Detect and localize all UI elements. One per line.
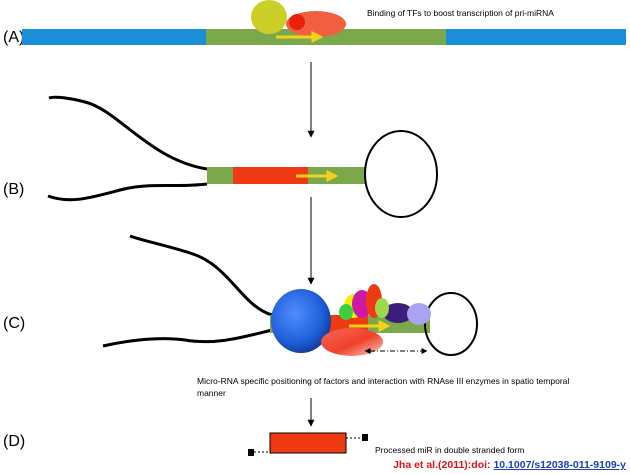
- dna-left-segment: [22, 29, 206, 45]
- panel-c-caption-line1: Micro-RNA specific positioning of factor…: [197, 376, 569, 386]
- panel-d-label: (D): [3, 433, 25, 450]
- processed-mirna-duplex: [269, 432, 347, 454]
- stem-green-left-b: [207, 167, 233, 184]
- panel-a-caption: Binding of TFs to boost transcription of…: [367, 8, 554, 18]
- panel-c-caption-line2: manner: [197, 388, 226, 398]
- panel-a-label: (A): [3, 29, 24, 46]
- panel-b-label: (B): [3, 181, 24, 198]
- pri-mirna-strand-lower-c: [102, 328, 273, 348]
- dna-right-segment: [446, 29, 626, 45]
- factor-green-small: [339, 304, 353, 320]
- pri-mirna-strand-lower-b: [47, 182, 208, 202]
- tf-red-blob: [289, 14, 305, 30]
- mirna-stem-red-b: [233, 167, 308, 184]
- duplex-end-marker-top: [362, 434, 368, 441]
- doi-link[interactable]: 10.1007/s12038-011-9109-y: [493, 459, 626, 471]
- drosha-blue-complex: [271, 289, 331, 353]
- factor-lavender: [407, 303, 431, 325]
- factor-pink-ellipse: [321, 328, 383, 356]
- pri-mirna-strand-upper-b: [48, 95, 208, 171]
- duplex-end-marker-bottom: [248, 449, 254, 456]
- terminal-loop-b: [364, 130, 438, 218]
- pri-mirna-strand-upper-c: [129, 234, 273, 317]
- citation: Jha et al.(2011):doi: 10.1007/s12038-011…: [393, 459, 626, 471]
- factor-dark-purple: [383, 303, 413, 323]
- citation-prefix: Jha et al.(2011):doi:: [393, 459, 494, 471]
- terminal-loop-c: [424, 292, 478, 356]
- factor-light-green: [375, 298, 389, 318]
- tf-yellow-blob: [251, 0, 287, 34]
- panel-d-caption: Processed miR in double stranded form: [375, 445, 524, 455]
- panel-c-label: (C): [3, 315, 25, 332]
